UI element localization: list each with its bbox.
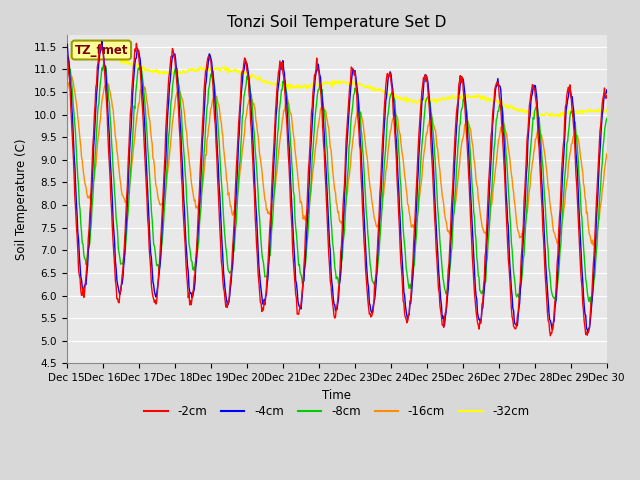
-2cm — [603, 93, 611, 98]
-8cm — [63, 57, 71, 63]
-4cm — [63, 44, 70, 50]
-16cm — [212, 94, 220, 100]
-8cm — [403, 270, 411, 276]
X-axis label: Time: Time — [322, 389, 351, 402]
-16cm — [603, 151, 611, 156]
Line: -8cm: -8cm — [67, 60, 607, 305]
-8cm — [73, 163, 81, 168]
-32cm — [84, 49, 92, 55]
-32cm — [129, 61, 136, 67]
-8cm — [184, 210, 191, 216]
Line: -4cm: -4cm — [67, 42, 607, 333]
-16cm — [184, 142, 191, 147]
-4cm — [72, 198, 80, 204]
Line: -2cm: -2cm — [67, 43, 607, 336]
-32cm — [72, 54, 80, 60]
-32cm — [403, 95, 411, 100]
-4cm — [403, 313, 411, 319]
-32cm — [63, 56, 70, 61]
-2cm — [184, 282, 191, 288]
-8cm — [603, 116, 611, 121]
-8cm — [129, 133, 136, 139]
-8cm — [63, 60, 70, 66]
-16cm — [419, 164, 426, 169]
Title: Tonzi Soil Temperature Set D: Tonzi Soil Temperature Set D — [227, 15, 446, 30]
Text: TZ_fmet: TZ_fmet — [75, 44, 128, 57]
-2cm — [72, 221, 80, 227]
-8cm — [587, 302, 595, 308]
-16cm — [589, 242, 597, 248]
-2cm — [419, 83, 426, 88]
Legend: -2cm, -4cm, -8cm, -16cm, -32cm: -2cm, -4cm, -8cm, -16cm, -32cm — [139, 401, 534, 423]
Y-axis label: Soil Temperature (C): Soil Temperature (C) — [15, 139, 28, 260]
-2cm — [132, 40, 140, 46]
-32cm — [212, 66, 220, 72]
Line: -32cm: -32cm — [67, 52, 607, 117]
-8cm — [212, 97, 220, 103]
-2cm — [63, 46, 70, 52]
-32cm — [603, 107, 611, 113]
-4cm — [603, 87, 611, 93]
-32cm — [184, 69, 191, 74]
-4cm — [584, 330, 592, 336]
-2cm — [403, 320, 411, 326]
-8cm — [419, 134, 426, 140]
-16cm — [63, 92, 70, 98]
-32cm — [419, 96, 426, 102]
-2cm — [547, 333, 554, 339]
-16cm — [403, 191, 411, 196]
-4cm — [98, 39, 106, 45]
-32cm — [554, 114, 562, 120]
-4cm — [129, 92, 136, 97]
-2cm — [128, 85, 136, 91]
-4cm — [184, 263, 191, 269]
-4cm — [419, 96, 426, 102]
-16cm — [73, 105, 81, 111]
-16cm — [129, 155, 136, 161]
-16cm — [68, 73, 76, 79]
Line: -16cm: -16cm — [67, 76, 607, 245]
-2cm — [212, 140, 220, 146]
-4cm — [212, 121, 220, 127]
